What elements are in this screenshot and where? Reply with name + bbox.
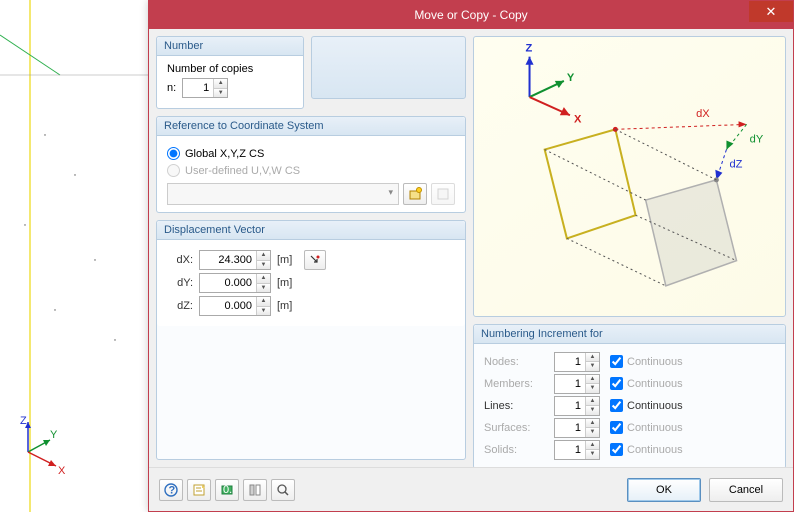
close-button[interactable]: ✕ bbox=[749, 1, 793, 22]
svg-text:?: ? bbox=[169, 484, 176, 496]
n-spinner[interactable]: ▲▼ bbox=[182, 78, 228, 98]
nodes-label: Nodes: bbox=[484, 356, 544, 368]
preview-diagram: Z Y X dX bbox=[473, 36, 786, 317]
pick-vector-button[interactable] bbox=[304, 250, 326, 270]
dx-spinner[interactable]: ▲▼ bbox=[199, 250, 271, 270]
dialog-footer: ? 0.00 OK Cancel bbox=[149, 467, 793, 511]
numbering-header: Numbering Increment for bbox=[474, 325, 785, 344]
reference-header: Reference to Coordinate System bbox=[157, 117, 465, 136]
surfaces-label: Surfaces: bbox=[484, 422, 544, 434]
lines-continuous[interactable]: Continuous bbox=[610, 399, 683, 412]
lines-spinner[interactable]: ▲▼ bbox=[554, 396, 600, 416]
solids-continuous[interactable]: Continuous bbox=[610, 443, 683, 456]
svg-text:Y: Y bbox=[50, 429, 58, 441]
dx-input[interactable] bbox=[200, 251, 256, 269]
members-spinner[interactable]: ▲▼ bbox=[554, 374, 600, 394]
global-radio-input[interactable] bbox=[167, 147, 180, 160]
dialog-title: Move or Copy - Copy bbox=[149, 8, 793, 22]
number-header: Number bbox=[157, 37, 303, 56]
displacement-group: Displacement Vector dX: ▲▼ [m] dY: ▲▼ [m… bbox=[156, 220, 466, 460]
preview-button[interactable] bbox=[271, 479, 295, 501]
reference-group: Reference to Coordinate System Global X,… bbox=[156, 116, 466, 213]
dz-input[interactable] bbox=[200, 297, 256, 315]
new-cs-button[interactable] bbox=[403, 183, 427, 205]
options-button[interactable] bbox=[243, 479, 267, 501]
nodes-continuous[interactable]: Continuous bbox=[610, 355, 683, 368]
dy-input[interactable] bbox=[200, 274, 256, 292]
dz-spinner[interactable]: ▲▼ bbox=[199, 296, 271, 316]
surfaces-spinner[interactable]: ▲▼ bbox=[554, 418, 600, 438]
units-button[interactable]: 0.00 bbox=[215, 479, 239, 501]
spin-up-icon[interactable]: ▲ bbox=[214, 79, 227, 89]
svg-text:dZ: dZ bbox=[729, 159, 742, 171]
solids-label: Solids: bbox=[484, 444, 544, 456]
solids-spinner[interactable]: ▲▼ bbox=[554, 440, 600, 460]
ok-button[interactable]: OK bbox=[627, 478, 701, 502]
members-continuous[interactable]: Continuous bbox=[610, 377, 683, 390]
members-label: Members: bbox=[484, 378, 544, 390]
svg-text:Z: Z bbox=[525, 43, 532, 55]
user-cs-radio: User-defined U,V,W CS bbox=[167, 164, 455, 177]
global-cs-radio[interactable]: Global X,Y,Z CS bbox=[167, 147, 455, 160]
n-label: n: bbox=[167, 82, 176, 94]
user-radio-input bbox=[167, 164, 180, 177]
number-group: Number Number of copies n: ▲▼ bbox=[156, 36, 304, 109]
svg-text:X: X bbox=[574, 113, 582, 125]
svg-text:Z: Z bbox=[20, 415, 27, 427]
empty-panel bbox=[311, 36, 466, 99]
svg-text:X: X bbox=[58, 465, 66, 477]
edit-cs-button bbox=[431, 183, 455, 205]
dy-spinner[interactable]: ▲▼ bbox=[199, 273, 271, 293]
displacement-header: Displacement Vector bbox=[157, 221, 465, 240]
nodes-spinner[interactable]: ▲▼ bbox=[554, 352, 600, 372]
dz-unit: [m] bbox=[277, 300, 292, 312]
dx-unit: [m] bbox=[277, 254, 292, 266]
copies-label: Number of copies bbox=[167, 63, 293, 75]
spin-down-icon[interactable]: ▼ bbox=[214, 89, 227, 98]
svg-text:Y: Y bbox=[567, 72, 575, 84]
dy-label: dY: bbox=[167, 277, 193, 289]
numbering-group: Numbering Increment for Nodes: ▲▼ Continuo… bbox=[473, 324, 786, 469]
dy-unit: [m] bbox=[277, 277, 292, 289]
help-button[interactable]: ? bbox=[159, 479, 183, 501]
surfaces-continuous[interactable]: Continuous bbox=[610, 421, 683, 434]
titlebar: Move or Copy - Copy ✕ bbox=[149, 1, 793, 29]
svg-text:dX: dX bbox=[696, 108, 710, 120]
lines-label: Lines: bbox=[484, 400, 544, 412]
move-copy-dialog: Move or Copy - Copy ✕ Number Number of c… bbox=[148, 0, 794, 512]
dz-label: dZ: bbox=[167, 300, 193, 312]
notes-button[interactable] bbox=[187, 479, 211, 501]
svg-text:dY: dY bbox=[750, 134, 764, 146]
svg-text:0.00: 0.00 bbox=[223, 484, 234, 496]
dx-label: dX: bbox=[167, 254, 193, 266]
n-input[interactable] bbox=[183, 79, 213, 97]
cancel-button[interactable]: Cancel bbox=[709, 478, 783, 502]
cs-dropdown[interactable] bbox=[167, 183, 399, 205]
